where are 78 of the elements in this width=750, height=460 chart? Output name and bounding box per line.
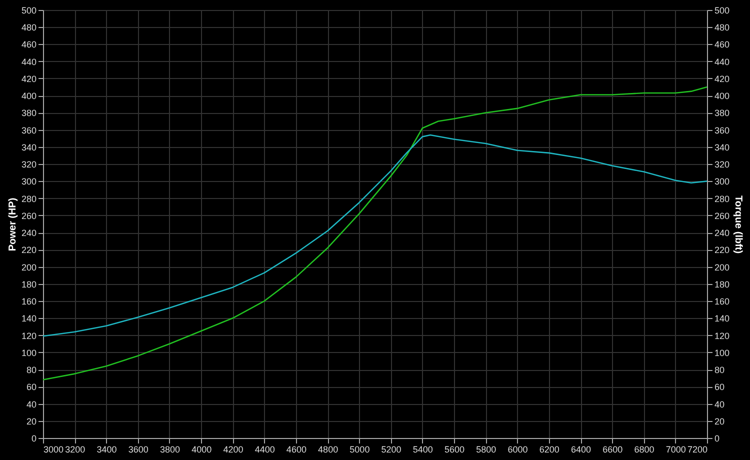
x-tick-label: 3600 <box>128 444 148 454</box>
y-tick-label: 240 <box>21 228 36 238</box>
y-tick-label: 100 <box>21 348 36 358</box>
y2-tick-label: 360 <box>714 125 730 136</box>
y-tick-label: 400 <box>21 91 36 102</box>
y2-tick-label: 480 <box>714 22 730 33</box>
y2-tick-label: 20 <box>714 416 725 426</box>
y-tick-label: 160 <box>21 296 36 307</box>
y2-tick-label: 60 <box>714 382 725 392</box>
x-tick-label: 6600 <box>602 444 623 454</box>
x-tick-label: 4400 <box>254 444 275 454</box>
y2-tick-label: 180 <box>714 279 730 290</box>
y-tick-label: 0 <box>31 434 36 444</box>
x-tick-label: 5800 <box>476 444 496 454</box>
y2-tick-label: 260 <box>714 210 730 221</box>
y-tick-label: 480 <box>21 22 36 33</box>
line-series <box>42 134 708 337</box>
y-tick-label: 180 <box>21 279 36 290</box>
y-tick-label: 20 <box>26 416 36 426</box>
x-tick-label: 5000 <box>350 444 370 454</box>
x-tick-label: 6000 <box>508 444 528 454</box>
y2-tick-label: 460 <box>714 40 730 50</box>
line-series <box>42 86 708 380</box>
y-tick-label: 340 <box>21 142 36 152</box>
x-tick-label: 5400 <box>412 444 433 454</box>
x-tick-label: 5200 <box>381 444 402 454</box>
y-tick-label: 120 <box>21 330 36 341</box>
y2-tick-label: 100 <box>714 348 730 358</box>
y-tick-label: 460 <box>21 40 36 50</box>
y-tick-label: 280 <box>21 194 36 204</box>
y-tick-label: 380 <box>21 108 36 118</box>
y-tick-label: 60 <box>26 382 36 392</box>
y-tick-label: 260 <box>21 210 36 221</box>
y2-tick-label: 500 <box>714 6 730 16</box>
y-tick-label: 420 <box>21 74 36 84</box>
y-tick-label: 140 <box>21 314 36 324</box>
y-tick-label: 500 <box>21 6 36 16</box>
y2-tick-label: 0 <box>714 434 720 444</box>
x-tick-label: 3400 <box>96 444 117 454</box>
y-tick-label: 40 <box>26 399 36 410</box>
y-tick-label: 200 <box>21 262 36 272</box>
y2-tick-label: 40 <box>714 399 725 410</box>
y2-tick-label: 320 <box>714 160 730 170</box>
y-axis-title: Power (HP) <box>7 198 18 252</box>
y-tick-label: 440 <box>21 56 36 67</box>
x-tick-label: 4600 <box>286 444 306 454</box>
y-tick-label: 300 <box>21 176 36 187</box>
x-tick-label: 7000 <box>666 444 686 454</box>
y2-tick-label: 280 <box>714 194 730 204</box>
x-tick-label: 4000 <box>192 444 212 454</box>
y2-tick-label: 160 <box>714 296 730 307</box>
y-tick-label: 220 <box>21 245 36 256</box>
x-tick-label: 6800 <box>634 444 654 454</box>
y2-tick-label: 420 <box>714 74 730 84</box>
x-tick-label: 6400 <box>571 444 592 454</box>
x-tick-label: 7200 <box>687 444 708 454</box>
y-tick-label: 80 <box>26 365 36 376</box>
x-tick-label: 6200 <box>539 444 560 454</box>
y2-tick-label: 240 <box>714 228 730 238</box>
x-tick-label: 4800 <box>318 444 338 454</box>
y2-axis-title: Torque (lbft) <box>732 195 744 254</box>
y2-tick-label: 200 <box>714 262 730 272</box>
y-tick-label: 360 <box>21 125 36 136</box>
x-tick-label: 3000 <box>44 444 64 454</box>
y2-tick-label: 140 <box>714 314 730 324</box>
y2-tick-label: 220 <box>714 245 730 256</box>
x-tick-label: 3200 <box>65 444 86 454</box>
x-tick-label: 3800 <box>160 444 180 454</box>
y2-tick-label: 440 <box>714 56 730 67</box>
y2-tick-label: 80 <box>714 365 725 376</box>
y2-tick-label: 340 <box>714 142 730 152</box>
y-tick-label: 320 <box>21 160 36 170</box>
y2-tick-label: 300 <box>714 176 730 187</box>
x-tick-label: 4200 <box>223 444 244 454</box>
y2-tick-label: 400 <box>714 91 730 102</box>
y2-tick-label: 120 <box>714 330 730 341</box>
y2-tick-label: 380 <box>714 108 730 118</box>
x-tick-label: 5600 <box>444 444 465 454</box>
